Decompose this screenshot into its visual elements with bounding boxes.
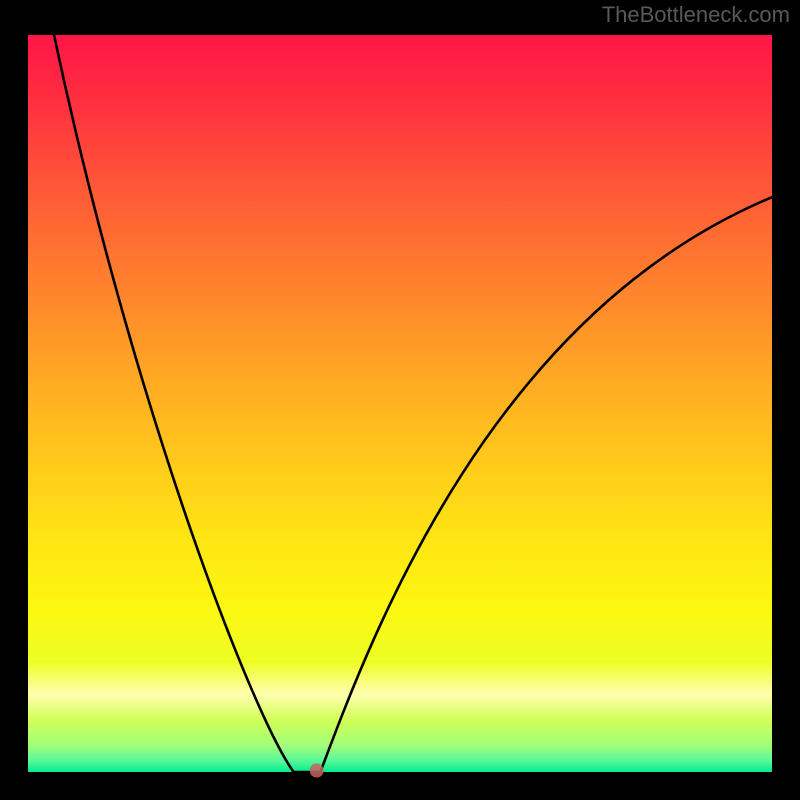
plot-area — [28, 35, 772, 772]
chart-frame: TheBottleneck.com — [0, 0, 800, 800]
watermark-label: TheBottleneck.com — [602, 2, 790, 28]
